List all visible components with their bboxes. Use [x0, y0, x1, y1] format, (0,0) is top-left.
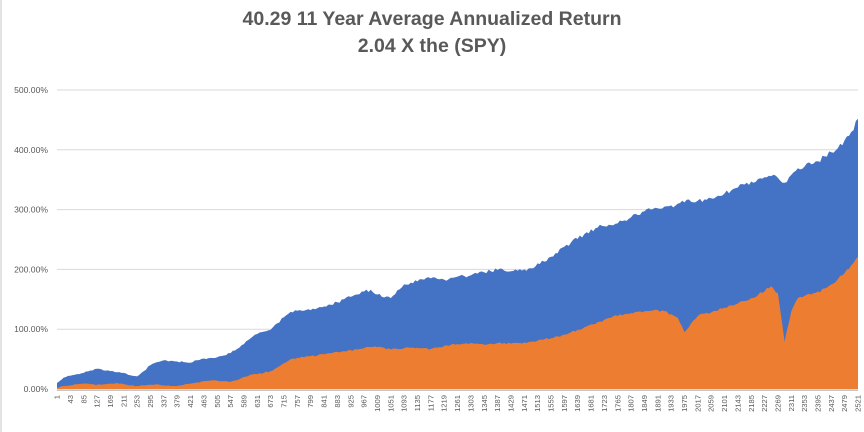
x-axis-tick-label: 295 — [146, 395, 155, 408]
x-axis-tick-label: 1219 — [440, 395, 449, 412]
x-axis-tick-label: 127 — [93, 395, 102, 408]
chart-title: 40.29 11 Year Average Annualized Return … — [0, 6, 864, 60]
orange-series[interactable] — [57, 256, 858, 389]
x-axis-tick-label: 2269 — [773, 395, 782, 412]
x-axis-tick-label: 1009 — [373, 395, 382, 412]
x-axis-tick-label: 1471 — [520, 395, 529, 412]
x-axis-tick-label: 673 — [266, 395, 275, 408]
x-axis-tick-label: 85 — [79, 395, 88, 403]
x-axis-tick-label: 1765 — [613, 395, 622, 412]
y-axis-labels: 0.00% 100.00% 200.00% 300.00% 400.00% 500.00% — [14, 85, 48, 394]
x-axis-tick-label: 1261 — [453, 395, 462, 412]
x-axis-tick-label: 589 — [239, 395, 248, 408]
x-axis-tick-label: 43 — [66, 395, 75, 403]
x-axis-tick-label: 2185 — [747, 395, 756, 412]
x-axis-tick-label: 379 — [173, 395, 182, 408]
x-axis-tick-label: 631 — [253, 395, 262, 408]
x-axis-tick-label: 1597 — [560, 395, 569, 412]
x-axis-tick-label: 2437 — [827, 395, 836, 412]
x-axis-tick-label: 1849 — [640, 395, 649, 412]
x-axis-tick-label: 799 — [306, 395, 315, 408]
x-axis-tick-label: 1177 — [426, 395, 435, 411]
y-axis-tick-label: 300.00% — [14, 205, 48, 215]
x-axis-tick-label: 547 — [226, 395, 235, 408]
x-axis-tick-label: 2101 — [720, 395, 729, 412]
x-axis-tick-label: 1639 — [573, 395, 582, 412]
x-axis-tick-label: 2479 — [840, 395, 849, 412]
x-axis-tick-label: 1387 — [493, 395, 502, 412]
x-axis-tick-label: 463 — [199, 395, 208, 408]
x-axis-tick-label: 1975 — [680, 395, 689, 412]
x-axis-tick-label: 2143 — [733, 395, 742, 412]
x-axis-tick-label: 337 — [159, 395, 168, 408]
x-axis-tick-label: 841 — [320, 395, 329, 408]
x-axis-tick-label: 421 — [186, 395, 195, 408]
x-axis-tick-label: 1555 — [547, 395, 556, 412]
x-axis-tick-label: 2395 — [814, 395, 823, 412]
y-axis-tick-label: 200.00% — [14, 264, 48, 274]
x-axis-tick-label: 1681 — [587, 395, 596, 412]
x-axis-labels: 1 43 85 127 169 211 253 295 337 379 421 463 505 547 58… — [53, 395, 863, 412]
chart-title-line2: 2.04 X the (SPY) — [357, 35, 507, 57]
x-axis-tick-label: 1 — [53, 395, 62, 399]
x-axis-tick-label: 211 — [119, 395, 128, 407]
x-axis-tick-label: 1303 — [466, 395, 475, 412]
x-axis-tick-label: 1093 — [400, 395, 409, 412]
x-axis-tick-label: 1135 — [413, 395, 422, 411]
x-axis-tick-label: 967 — [360, 395, 369, 408]
x-axis-tick-label: 1429 — [506, 395, 515, 412]
x-axis-tick-label: 1051 — [386, 395, 395, 412]
x-axis-tick-label: 1891 — [653, 395, 662, 412]
x-axis-tick-label: 715 — [280, 395, 289, 408]
x-axis-tick-label: 2059 — [707, 395, 716, 412]
x-axis-tick-label: 1807 — [627, 395, 636, 412]
x-axis-tick-label: 2353 — [800, 395, 809, 412]
x-axis-tick-label: 2521 — [854, 395, 863, 412]
x-axis-tick-label: 2227 — [760, 395, 769, 412]
x-axis-tick-label: 757 — [293, 395, 302, 408]
chart-title-line1: 40.29 11 Year Average Annualized Return — [242, 8, 622, 30]
y-axis-tick-label: 400.00% — [14, 145, 48, 155]
x-axis-tick-label: 253 — [133, 395, 142, 408]
x-axis-tick-label: 505 — [213, 395, 222, 408]
y-axis-tick-label: 500.00% — [14, 85, 48, 95]
x-axis-tick-label: 1933 — [667, 395, 676, 412]
x-axis-tick-label: 2311 — [787, 395, 796, 411]
y-axis-tick-label: 0.00% — [24, 384, 49, 394]
x-axis-tick-label: 883 — [333, 395, 342, 408]
x-axis-tick-label: 925 — [346, 395, 355, 408]
x-axis-tick-label: 1723 — [600, 395, 609, 412]
x-axis-tick-label: 2017 — [693, 395, 702, 412]
x-axis-tick-label: 169 — [106, 395, 115, 408]
x-axis-tick-label: 1513 — [533, 395, 542, 412]
x-axis-tick-label: 1345 — [480, 395, 489, 412]
y-axis-tick-label: 100.00% — [14, 324, 48, 334]
